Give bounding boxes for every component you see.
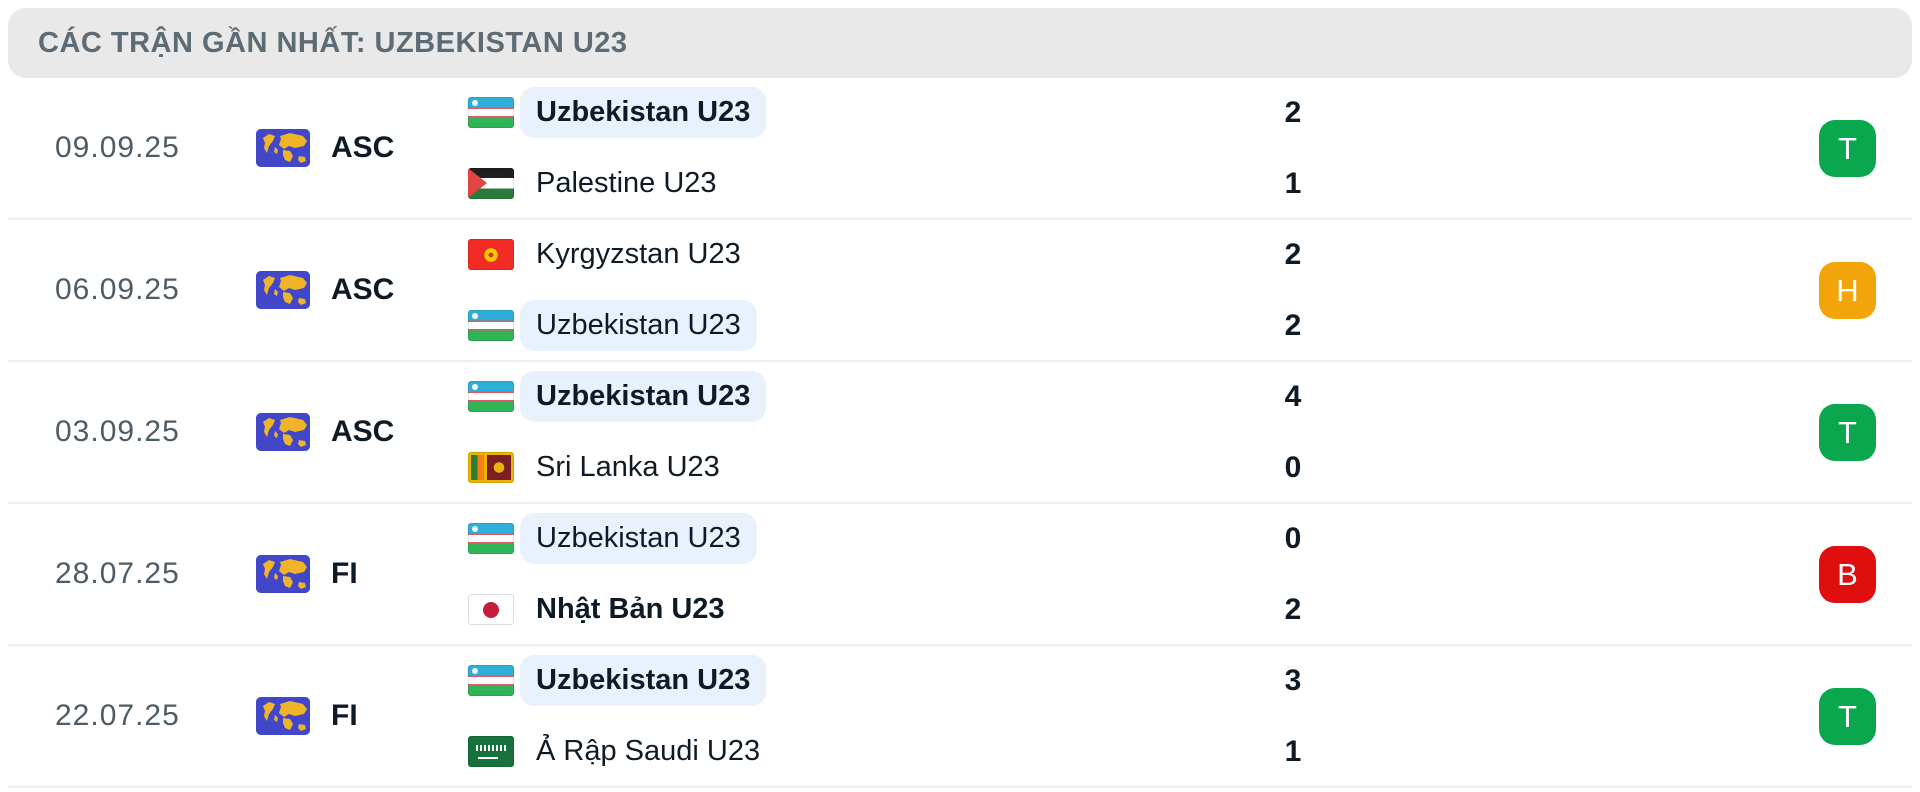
competition-cell: FI bbox=[256, 697, 468, 735]
home-team-flag-icon bbox=[468, 97, 514, 128]
home-team-name: Uzbekistan U23 bbox=[536, 96, 751, 128]
home-team-name: Kyrgyzstan U23 bbox=[536, 238, 741, 270]
match-row[interactable]: 22.07.25 FI Uzbekistan U23 3 Ả Rập Saudi… bbox=[8, 646, 1912, 788]
competition-code: FI bbox=[331, 557, 358, 590]
home-team-name-pill: Kyrgyzstan U23 bbox=[520, 229, 757, 280]
home-team-flag-icon bbox=[468, 523, 514, 554]
away-team-name: Sri Lanka U23 bbox=[536, 451, 720, 483]
away-team-line: Ả Rập Saudi U23 1 bbox=[468, 716, 1338, 787]
home-team-flag-icon bbox=[468, 239, 514, 270]
away-team-name: Uzbekistan U23 bbox=[536, 309, 741, 341]
away-team-name-pill: Uzbekistan U23 bbox=[520, 300, 757, 351]
home-team-score: 2 bbox=[1284, 237, 1302, 271]
away-team-line: Uzbekistan U23 2 bbox=[468, 290, 1338, 361]
competition-code: FI bbox=[331, 699, 358, 732]
match-row[interactable]: 06.09.25 ASC Kyrgyzstan U23 2 Uzbekistan… bbox=[8, 220, 1912, 362]
match-date: 28.07.25 bbox=[55, 557, 180, 590]
home-team-score: 0 bbox=[1284, 521, 1302, 555]
result-badge: T bbox=[1819, 687, 1876, 745]
match-row[interactable]: 28.07.25 FI Uzbekistan U23 0 Nhật Bản U2… bbox=[8, 504, 1912, 646]
away-team-name: Ả Rập Saudi U23 bbox=[536, 735, 761, 767]
away-team-score: 2 bbox=[1284, 592, 1302, 626]
away-team-score: 1 bbox=[1284, 734, 1302, 768]
away-team-name-pill: Palestine U23 bbox=[520, 158, 733, 209]
home-team-line: Kyrgyzstan U23 2 bbox=[468, 219, 1338, 290]
teams-block: Uzbekistan U23 0 Nhật Bản U23 2 bbox=[468, 503, 1338, 645]
home-team-name: Uzbekistan U23 bbox=[536, 664, 751, 696]
competition-cell: ASC bbox=[256, 129, 468, 167]
section-title: CÁC TRẬN GẦN NHẤT: UZBEKISTAN U23 bbox=[38, 26, 628, 59]
away-team-name: Nhật Bản U23 bbox=[536, 593, 725, 625]
competition-cell: FI bbox=[256, 555, 468, 593]
away-team-line: Palestine U23 1 bbox=[468, 148, 1338, 219]
home-team-name: Uzbekistan U23 bbox=[536, 522, 741, 554]
result-badge: H bbox=[1819, 261, 1876, 319]
match-date: 09.09.25 bbox=[55, 131, 180, 164]
away-team-flag-icon bbox=[468, 168, 514, 199]
match-row[interactable]: 09.09.25 ASC Uzbekistan U23 2 Palestine … bbox=[8, 78, 1912, 220]
competition-code: ASC bbox=[331, 415, 395, 448]
home-team-score: 3 bbox=[1284, 663, 1302, 697]
away-team-flag-icon bbox=[468, 310, 514, 341]
away-team-line: Sri Lanka U23 0 bbox=[468, 432, 1338, 503]
home-team-line: Uzbekistan U23 0 bbox=[468, 503, 1338, 574]
away-team-name-pill: Ả Rập Saudi U23 bbox=[520, 726, 776, 777]
world-map-icon bbox=[256, 555, 310, 593]
teams-block: Uzbekistan U23 4 Sri Lanka U23 0 bbox=[468, 361, 1338, 503]
section-header: CÁC TRẬN GẦN NHẤT: UZBEKISTAN U23 bbox=[8, 8, 1912, 78]
home-team-name-pill: Uzbekistan U23 bbox=[520, 655, 767, 706]
match-row[interactable]: 03.09.25 ASC Uzbekistan U23 4 Sri Lanka … bbox=[8, 362, 1912, 504]
away-team-name: Palestine U23 bbox=[536, 167, 717, 199]
teams-block: Uzbekistan U23 3 Ả Rập Saudi U23 1 bbox=[468, 645, 1338, 787]
result-badge: T bbox=[1819, 119, 1876, 177]
competition-cell: ASC bbox=[256, 413, 468, 451]
world-map-icon bbox=[256, 129, 310, 167]
match-date: 03.09.25 bbox=[55, 415, 180, 448]
home-team-flag-icon bbox=[468, 381, 514, 412]
away-team-name-pill: Sri Lanka U23 bbox=[520, 442, 736, 493]
home-team-score: 4 bbox=[1284, 379, 1302, 413]
away-team-flag-icon bbox=[468, 452, 514, 483]
home-team-name: Uzbekistan U23 bbox=[536, 380, 751, 412]
home-team-name-pill: Uzbekistan U23 bbox=[520, 87, 767, 138]
competition-code: ASC bbox=[331, 131, 395, 164]
home-team-name-pill: Uzbekistan U23 bbox=[520, 371, 767, 422]
away-team-name-pill: Nhật Bản U23 bbox=[520, 584, 741, 635]
away-team-line: Nhật Bản U23 2 bbox=[468, 574, 1338, 645]
teams-block: Kyrgyzstan U23 2 Uzbekistan U23 2 bbox=[468, 219, 1338, 361]
away-team-flag-icon bbox=[468, 736, 514, 767]
competition-code: ASC bbox=[331, 273, 395, 306]
competition-cell: ASC bbox=[256, 271, 468, 309]
match-date: 22.07.25 bbox=[55, 699, 180, 732]
home-team-line: Uzbekistan U23 3 bbox=[468, 645, 1338, 716]
result-badge: B bbox=[1819, 545, 1876, 603]
match-date: 06.09.25 bbox=[55, 273, 180, 306]
teams-block: Uzbekistan U23 2 Palestine U23 1 bbox=[468, 77, 1338, 219]
world-map-icon bbox=[256, 413, 310, 451]
away-team-score: 1 bbox=[1284, 166, 1302, 200]
home-team-flag-icon bbox=[468, 665, 514, 696]
home-team-name-pill: Uzbekistan U23 bbox=[520, 513, 757, 564]
away-team-score: 2 bbox=[1284, 308, 1302, 342]
home-team-line: Uzbekistan U23 4 bbox=[468, 361, 1338, 432]
world-map-icon bbox=[256, 697, 310, 735]
home-team-score: 2 bbox=[1284, 95, 1302, 129]
world-map-icon bbox=[256, 271, 310, 309]
home-team-line: Uzbekistan U23 2 bbox=[468, 77, 1338, 148]
result-badge: T bbox=[1819, 403, 1876, 461]
away-team-flag-icon bbox=[468, 594, 514, 625]
away-team-score: 0 bbox=[1284, 450, 1302, 484]
